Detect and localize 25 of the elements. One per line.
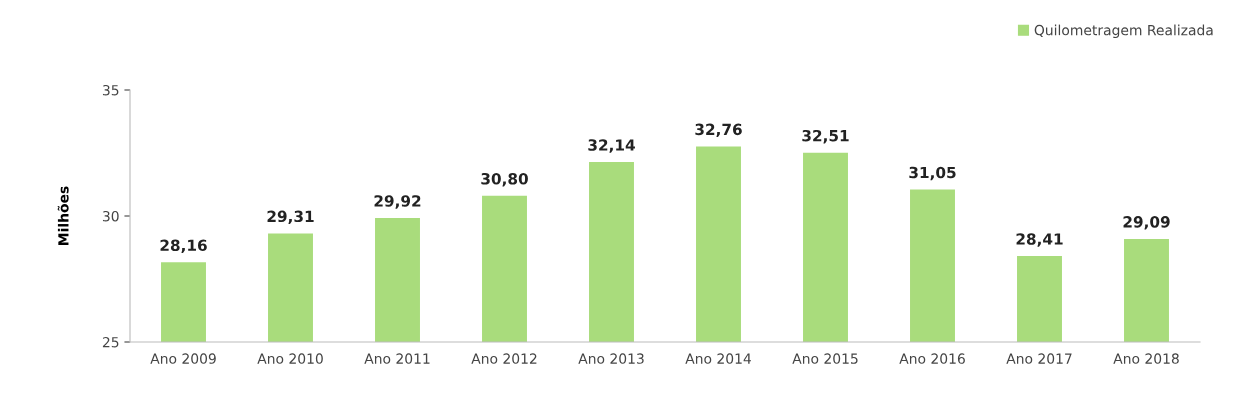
x-tick-label: Ano 2016 xyxy=(899,353,965,364)
x-tick-label: Ano 2015 xyxy=(792,353,858,364)
data-label: 32,14 xyxy=(588,139,635,153)
y-axis-title: Milhões xyxy=(57,186,69,245)
data-label: 28,16 xyxy=(160,239,207,254)
data-label: 29,31 xyxy=(267,210,314,225)
legend-label: Quilometragem Realizada xyxy=(1034,24,1213,39)
x-tick-label: Ano 2017 xyxy=(1006,353,1072,364)
data-label: 29,92 xyxy=(374,195,421,209)
x-tick-label: Ano 2013 xyxy=(578,353,644,364)
data-label: 32,51 xyxy=(802,129,849,144)
x-tick-label: Ano 2009 xyxy=(150,353,216,364)
x-tick-label: Ano 2012 xyxy=(471,353,537,364)
data-label: 28,41 xyxy=(1016,233,1063,247)
x-tick-label: Ano 2014 xyxy=(685,353,751,364)
y-tick-label: 35 xyxy=(102,84,119,96)
x-tick-label: Ano 2011 xyxy=(364,353,430,364)
data-label: 31,05 xyxy=(909,166,956,181)
x-tick-label: Ano 2018 xyxy=(1113,353,1179,364)
data-label: 30,80 xyxy=(481,172,528,187)
data-label: 29,09 xyxy=(1123,216,1170,230)
data-label: 32,76 xyxy=(695,123,742,138)
y-tick-label: 30 xyxy=(102,210,119,222)
x-tick-label: Ano 2010 xyxy=(257,353,323,364)
y-tick-label: 25 xyxy=(102,336,119,348)
